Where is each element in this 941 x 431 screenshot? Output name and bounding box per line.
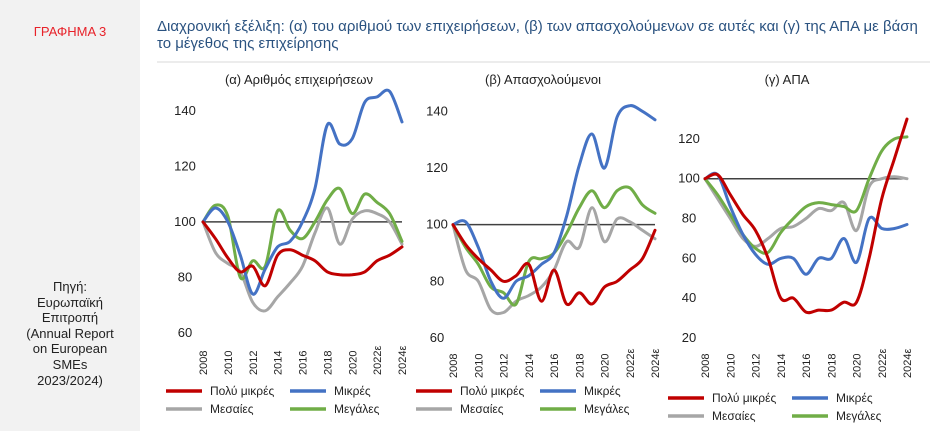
- y-tick-label: 20: [682, 330, 696, 345]
- series-line-1: [201, 220, 404, 288]
- x-tick-label: 2024ε: [650, 349, 662, 378]
- y-tick-label: 140: [426, 103, 448, 118]
- series-line-4: [451, 185, 657, 307]
- legend-label: Μεσαίες: [460, 402, 504, 416]
- series-line-2: [451, 104, 657, 300]
- x-tick-label: 2012: [751, 354, 763, 378]
- x-tick-label: 2022ε: [625, 349, 637, 378]
- y-tick-label: 120: [678, 131, 700, 146]
- x-tick-label: 2020: [600, 354, 612, 378]
- x-tick-label: 2008: [198, 351, 210, 375]
- series-line-2: [201, 88, 404, 296]
- y-tick-label: 140: [174, 103, 196, 118]
- y-tick-label: 100: [426, 217, 448, 232]
- x-tick-label: 2022ε: [372, 346, 384, 375]
- legend-label: Πολύ μικρές: [712, 391, 776, 405]
- legend-label: Μικρές: [334, 384, 371, 398]
- source-line: 2023/2024): [37, 372, 103, 388]
- chart-title: (β) Απασχολούμενοι: [485, 72, 601, 87]
- figure-label: ΓΡΑΦΗΜΑ 3: [33, 24, 107, 39]
- x-tick-label: 2010: [725, 354, 737, 378]
- x-tick-label: 2018: [574, 354, 586, 378]
- x-tick-label: 2020: [852, 354, 864, 378]
- source-line: (Annual Report: [26, 325, 114, 341]
- chart-title: (α) Αριθμός επιχειρήσεων: [225, 72, 373, 87]
- x-tick-label: 2020: [347, 351, 359, 375]
- legend-label: Μεσαίες: [712, 409, 756, 423]
- series-line-4: [703, 135, 909, 255]
- y-tick-label: 60: [682, 250, 696, 265]
- source-line: Πηγή:: [53, 279, 87, 294]
- chart-panel-3: (γ) ΑΠΑ 20 40 60 80 100 120 2008 2010 2012 2014 201…: [668, 72, 914, 423]
- legend-label: Μικρές: [584, 384, 621, 398]
- y-tick-label: 120: [174, 158, 196, 173]
- legend: Πολύ μικρές Μικρές Μεσαίες Μεγάλες: [416, 384, 630, 416]
- x-tick-label: 2012: [248, 351, 260, 375]
- x-tick-label: 2022ε: [877, 349, 889, 378]
- series-line-4: [201, 186, 404, 281]
- legend-label: Πολύ μικρές: [210, 384, 274, 398]
- sidebar: [0, 0, 140, 431]
- source-line: Επιτροπή: [41, 310, 99, 326]
- y-tick-label: 100: [174, 214, 196, 229]
- legend-label: Μεγάλες: [836, 409, 882, 423]
- source-line: Ευρωπαϊκή: [36, 294, 104, 310]
- main-title: Διαχρονική εξέλιξη: (α) του αριθμού των …: [157, 18, 918, 52]
- x-tick-label: 2016: [549, 354, 561, 378]
- x-tick-label: 2010: [223, 351, 235, 375]
- legend: Πολύ μικρές Μικρές Μεσαίες Μεγάλες: [668, 391, 882, 423]
- x-tick-label: 2010: [473, 354, 485, 378]
- x-tick-label: 2018: [826, 354, 838, 378]
- y-tick-label: 100: [678, 171, 700, 186]
- y-tick-label: 120: [426, 160, 448, 175]
- x-tick-label: 2014: [776, 354, 788, 378]
- legend-label: Μεγάλες: [584, 402, 630, 416]
- legend-label: Μικρές: [836, 391, 873, 405]
- x-tick-label: 2024ε: [397, 346, 409, 375]
- source-note: Πηγή: Ευρωπαϊκή Επιτροπή (Annual Report …: [0, 279, 140, 388]
- legend-label: Μεγάλες: [334, 402, 380, 416]
- source-line: SMEs: [52, 356, 88, 372]
- series-line-3: [703, 175, 909, 248]
- source-line: on European: [32, 341, 108, 357]
- chart-panel-2: (β) Απασχολούμενοι 60 80 100 120 140 2008 2010 2…: [416, 72, 662, 416]
- x-tick-label: 2024ε: [902, 349, 914, 378]
- chart-panel-1: (α) Αριθμός επιχειρήσεων 60 80 100 120 140 200…: [166, 72, 409, 416]
- chart-title: (γ) ΑΠΑ: [765, 72, 810, 87]
- x-tick-label: 2008: [448, 354, 460, 378]
- y-tick-label: 40: [682, 290, 696, 305]
- legend-label: Μεσαίες: [210, 402, 254, 416]
- legend: Πολύ μικρές Μικρές Μεσαίες Μεγάλες: [166, 384, 380, 416]
- x-tick-label: 2014: [524, 354, 536, 378]
- series-line-1: [703, 117, 909, 315]
- x-tick-label: 2018: [322, 351, 334, 375]
- series-line-2: [703, 171, 909, 276]
- y-tick-label: 80: [178, 269, 192, 284]
- y-tick-label: 60: [430, 330, 444, 345]
- legend-label: Πολύ μικρές: [460, 384, 524, 398]
- y-tick-label: 60: [178, 325, 192, 340]
- x-tick-label: 2016: [298, 351, 310, 375]
- series-line-1: [451, 223, 657, 307]
- x-tick-label: 2016: [801, 354, 813, 378]
- y-tick-label: 80: [682, 211, 696, 226]
- x-tick-label: 2014: [273, 351, 285, 375]
- x-tick-label: 2012: [499, 354, 511, 378]
- y-tick-label: 80: [430, 273, 444, 288]
- x-tick-label: 2008: [700, 354, 712, 378]
